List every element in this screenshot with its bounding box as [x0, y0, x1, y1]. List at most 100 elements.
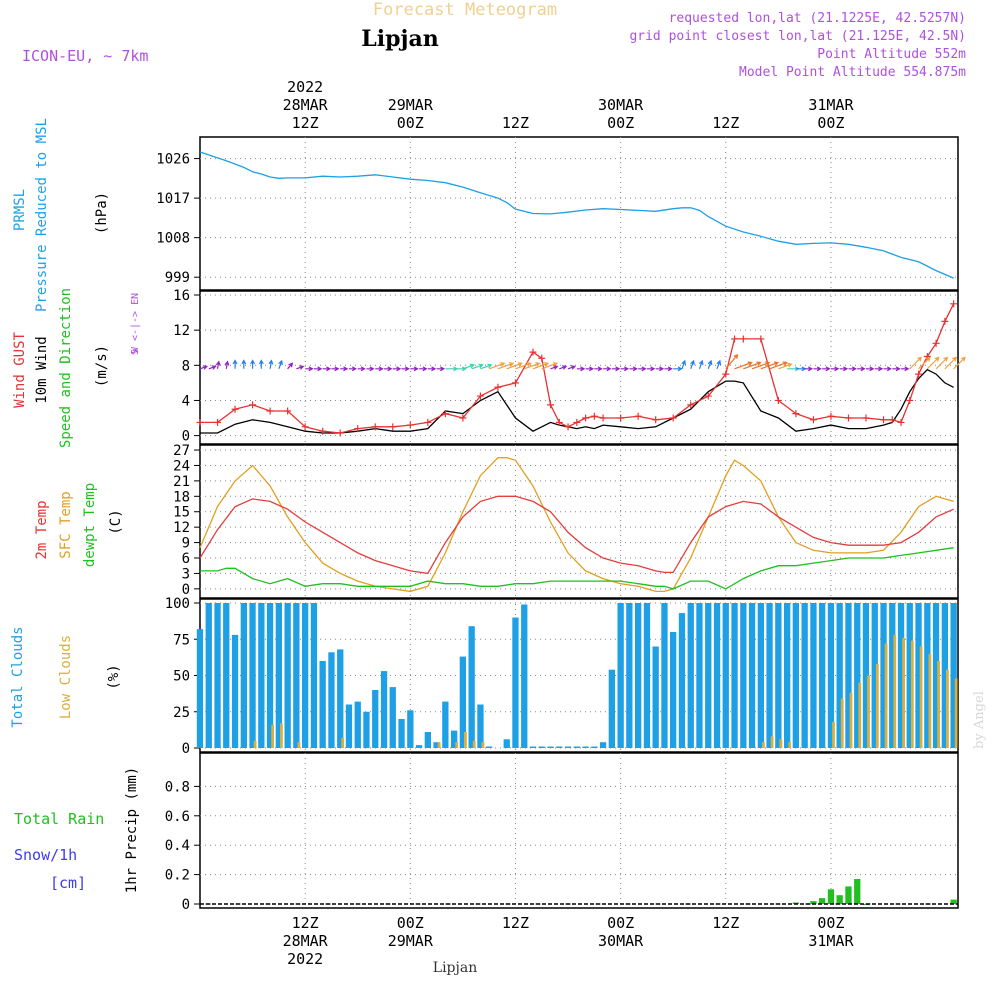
y-tick-label: 15 — [173, 505, 190, 521]
wind-direction-arrow — [322, 366, 332, 372]
y-tick-label: 50 — [173, 669, 190, 685]
wind-direction-arrow — [778, 362, 793, 370]
wind-gust-marker — [319, 427, 327, 435]
wind-direction-arrow — [655, 366, 665, 372]
total-cloud-bar — [240, 603, 247, 748]
low-cloud-bar — [481, 742, 485, 748]
wind-direction-arrow — [603, 366, 612, 372]
bottom-time-label: 2022 — [287, 950, 323, 968]
y-tick-label: 16 — [173, 288, 190, 304]
wind-gust-marker — [547, 401, 555, 409]
watermark: by Angel — [972, 691, 987, 749]
wind-direction-arrow — [349, 366, 357, 372]
total-cloud-bar — [599, 742, 607, 748]
y-tick-label: 1008 — [156, 231, 190, 247]
wind-gust-marker — [731, 335, 739, 343]
wind-direction-arrow — [698, 359, 704, 370]
wind-direction-arrow — [585, 366, 595, 372]
wind-direction-arrow — [384, 366, 393, 372]
wind-direction-arrow — [883, 366, 892, 372]
total-cloud-bar — [889, 603, 896, 748]
wind-direction-arrow — [901, 366, 910, 372]
rain-bar — [836, 895, 843, 904]
rain-bar — [819, 898, 826, 904]
wind-direction-arrow — [734, 361, 753, 370]
wind-gust-marker — [906, 396, 914, 404]
wind-direction-arrow — [716, 359, 722, 370]
low-cloud-bar — [464, 732, 467, 748]
total-cloud-bar — [652, 646, 659, 748]
total-cloud-bar — [503, 739, 510, 748]
total-cloud-bar — [819, 603, 826, 748]
wind-gust-marker — [476, 392, 484, 400]
wind-gust-marker — [844, 414, 852, 422]
wind-gust-marker — [590, 412, 598, 420]
wind-gust-marker — [950, 300, 958, 308]
low-cloud-bar — [946, 669, 949, 748]
top-time-label: 12Z — [712, 114, 739, 132]
wind-direction-arrow — [620, 366, 630, 372]
low-cloud-bar — [928, 653, 932, 749]
total-cloud-bar — [670, 632, 677, 748]
wind-gust-marker — [389, 423, 397, 431]
wind-direction-arrow — [232, 359, 238, 369]
wind-direction-arrow — [673, 366, 683, 372]
y-tick-label: 25 — [173, 705, 190, 721]
y-tick-label: 6 — [182, 551, 190, 567]
wind-direction-arrow — [629, 366, 638, 372]
low-cloud-bar — [937, 661, 940, 748]
wind-direction-arrow — [523, 362, 541, 370]
panel-frame-0 — [199, 136, 959, 291]
total-cloud-bar — [854, 603, 861, 748]
wind-direction-arrow — [944, 356, 958, 370]
total-cloud-bar — [591, 746, 598, 748]
total-cloud-bar — [661, 603, 668, 748]
wind-gust-marker — [284, 407, 292, 415]
wind-direction-arrow — [375, 366, 384, 372]
precip-label-rain: Total Rain — [14, 810, 104, 828]
wind-gust-marker — [336, 429, 344, 437]
total-cloud-bar — [740, 603, 747, 748]
total-cloud-bar — [573, 746, 580, 748]
low-cloud-bar — [271, 724, 274, 748]
wind-gust-marker — [249, 401, 257, 409]
wind-direction-arrow — [199, 365, 208, 370]
y-tick-label: 0.8 — [165, 779, 190, 795]
temp-label-1: 2m Temp — [34, 500, 50, 559]
wind-direction-arrow — [250, 359, 256, 369]
wind-gust-marker — [739, 335, 747, 343]
total-cloud-bar — [468, 626, 475, 748]
low-cloud-bar — [297, 742, 301, 748]
wind-direction-arrow — [366, 366, 375, 372]
wind-direction-arrow — [760, 361, 780, 370]
bottom-time-label: 29MAR — [388, 932, 434, 950]
wind-direction-arrow — [357, 366, 366, 372]
low-cloud-bar — [954, 678, 958, 748]
grid-point: grid point closest lon,lat (21.125E, 42.… — [629, 29, 966, 44]
wind-gust-marker — [792, 410, 800, 418]
y-tick-label: 21 — [173, 474, 190, 490]
panel-frame-4 — [199, 752, 959, 909]
low-cloud-bar — [884, 643, 888, 748]
total-cloud-bar — [302, 603, 309, 748]
y-tick-label: 12 — [173, 323, 190, 339]
wind-direction-arrow — [874, 366, 884, 372]
wind-gust-marker — [214, 418, 222, 426]
wind-direction-arrow — [401, 366, 410, 372]
wind-10m-series — [200, 368, 954, 434]
wind-direction-arrow — [707, 359, 713, 370]
y-tick-label: 0.6 — [165, 809, 190, 825]
low-cloud-bar — [910, 640, 914, 748]
wind-gust-marker — [582, 414, 590, 422]
wind-direction-arrow — [541, 362, 558, 370]
total-cloud-bar — [424, 732, 431, 748]
top-time-label: 12Z — [502, 114, 529, 132]
total-cloud-bar — [582, 746, 589, 748]
wind-direction-arrow — [935, 356, 949, 370]
total-cloud-bar — [389, 687, 396, 748]
total-cloud-bar — [521, 604, 528, 748]
wind-compass-n: N — [130, 293, 141, 299]
wind-gust-marker — [231, 405, 239, 413]
wind-gust-marker — [774, 396, 782, 404]
